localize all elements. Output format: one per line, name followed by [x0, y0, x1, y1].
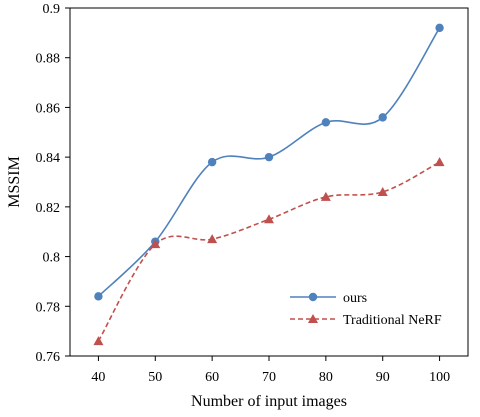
- x-axis-title: Number of input images: [191, 393, 347, 410]
- plot-area: [69, 7, 469, 357]
- y-tick-label: 0.8: [43, 251, 61, 266]
- data-point: [150, 239, 161, 249]
- x-tick-label: 100: [429, 370, 450, 385]
- data-point: [320, 191, 331, 201]
- series-line: [97, 27, 441, 297]
- series-line: [97, 161, 440, 342]
- data-point: [321, 118, 331, 127]
- x-tick-label: 60: [205, 370, 219, 385]
- y-tick-label: 0.88: [36, 52, 61, 67]
- y-tick-label: 0.82: [36, 201, 61, 216]
- legend-item: Traditional NeRF: [290, 313, 442, 328]
- data-point: [435, 23, 444, 33]
- series-traditional-nerf: [93, 157, 445, 346]
- y-tick-label: 0.9: [43, 2, 61, 17]
- data-point: [207, 234, 218, 244]
- data-point: [94, 292, 103, 301]
- y-axis-title: MSSIM: [6, 156, 23, 208]
- data-point: [93, 336, 104, 346]
- x-tick-label: 80: [319, 370, 333, 385]
- legend-marker: [308, 292, 318, 302]
- legend-label: Traditional NeRF: [343, 313, 442, 328]
- legend-item: ours: [290, 291, 367, 306]
- series-ours: [94, 23, 444, 301]
- legend: ours Traditional NeRF: [290, 291, 442, 328]
- legend-marker: [308, 314, 318, 323]
- data-point: [207, 157, 217, 167]
- x-axis: 40 50 60 70 80 90 100: [91, 356, 450, 385]
- x-tick-label: 70: [262, 370, 276, 385]
- data-point: [264, 214, 274, 224]
- x-tick-label: 50: [148, 370, 162, 385]
- y-tick-label: 0.78: [36, 300, 61, 315]
- x-tick-label: 90: [376, 370, 390, 385]
- data-point: [264, 152, 274, 162]
- legend-label: ours: [343, 291, 367, 306]
- y-tick-label: 0.76: [36, 350, 61, 365]
- series-layer: [93, 23, 445, 346]
- y-tick-label: 0.86: [36, 101, 61, 116]
- y-axis: 0.76 0.78 0.8 0.82 0.84 0.86 0.88 0.9: [36, 2, 70, 365]
- data-point: [377, 186, 388, 196]
- x-tick-label: 40: [91, 370, 105, 385]
- data-point: [434, 157, 445, 167]
- data-point: [378, 113, 387, 122]
- y-tick-label: 0.84: [36, 151, 61, 166]
